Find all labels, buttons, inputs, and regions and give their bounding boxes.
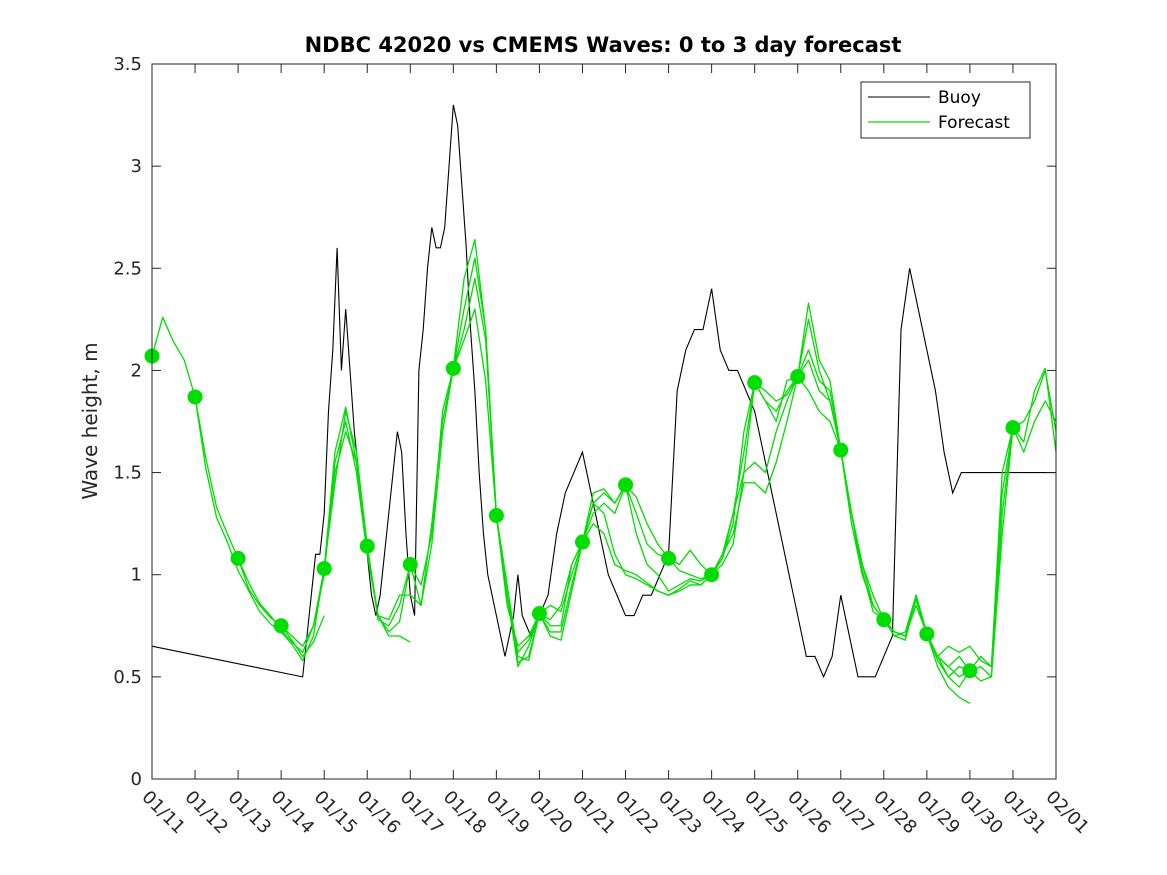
forecast-marker xyxy=(962,663,978,679)
forecast-run-line xyxy=(495,484,713,668)
forecast-run-line xyxy=(323,239,541,647)
forecast-marker xyxy=(790,369,806,385)
y-tick-label: 3.5 xyxy=(113,54,142,75)
plot-frame xyxy=(151,63,1057,780)
forecast-run-line xyxy=(883,367,1057,668)
forecast-run-line xyxy=(926,400,1057,688)
y-axis-label: Wave height, m xyxy=(78,342,102,499)
forecast-marker xyxy=(316,561,332,577)
forecast-run-line xyxy=(280,420,411,647)
plot-background xyxy=(152,64,1056,779)
forecast-marker xyxy=(919,626,935,642)
buoy-series xyxy=(151,104,1056,679)
y-tick-label: 0.5 xyxy=(113,667,142,688)
forecast-run-line xyxy=(452,308,670,664)
buoy-line xyxy=(151,104,1056,679)
forecast-marker xyxy=(359,538,375,554)
forecast-marker xyxy=(618,477,634,493)
forecast-marker xyxy=(531,606,547,622)
forecast-marker xyxy=(273,618,289,634)
y-tick-label: 1.5 xyxy=(113,463,142,484)
forecast-series xyxy=(151,239,1057,704)
plot-area xyxy=(144,63,1057,780)
forecast-marker xyxy=(574,534,590,550)
y-axis: 0 0.5 1 1.5 2 2.5 3 3.5 xyxy=(113,54,1056,790)
legend-box xyxy=(860,81,1031,139)
forecast-marker xyxy=(445,360,461,376)
forecast-run-line xyxy=(539,382,756,615)
y-tick-label: 3 xyxy=(131,156,142,177)
forecast-marker xyxy=(661,550,677,566)
forecast-marker xyxy=(187,389,203,405)
y-tick-label: 1 xyxy=(131,565,142,586)
forecast-run-line xyxy=(926,633,971,704)
forecast-markers xyxy=(144,348,1021,679)
y-tick-label: 2.5 xyxy=(113,258,142,279)
forecast-marker xyxy=(747,375,763,391)
forecast-marker xyxy=(833,442,849,458)
forecast-marker xyxy=(230,550,246,566)
chart-title: NDBC 42020 vs CMEMS Waves: 0 to 3 day fo… xyxy=(305,33,902,57)
y-tick-label: 2 xyxy=(131,360,142,381)
forecast-marker xyxy=(1005,420,1021,436)
forecast-marker xyxy=(488,507,504,523)
legend-label-forecast: Forecast xyxy=(938,113,1010,133)
forecast-run-line xyxy=(366,257,584,653)
forecast-run-line xyxy=(840,369,1057,672)
forecast-marker xyxy=(704,567,720,583)
y-tick-label: 0 xyxy=(131,769,142,790)
legend: Buoy Forecast xyxy=(860,81,1031,139)
forecast-marker xyxy=(876,612,892,628)
legend-label-buoy: Buoy xyxy=(938,88,981,108)
forecast-marker xyxy=(402,557,418,572)
